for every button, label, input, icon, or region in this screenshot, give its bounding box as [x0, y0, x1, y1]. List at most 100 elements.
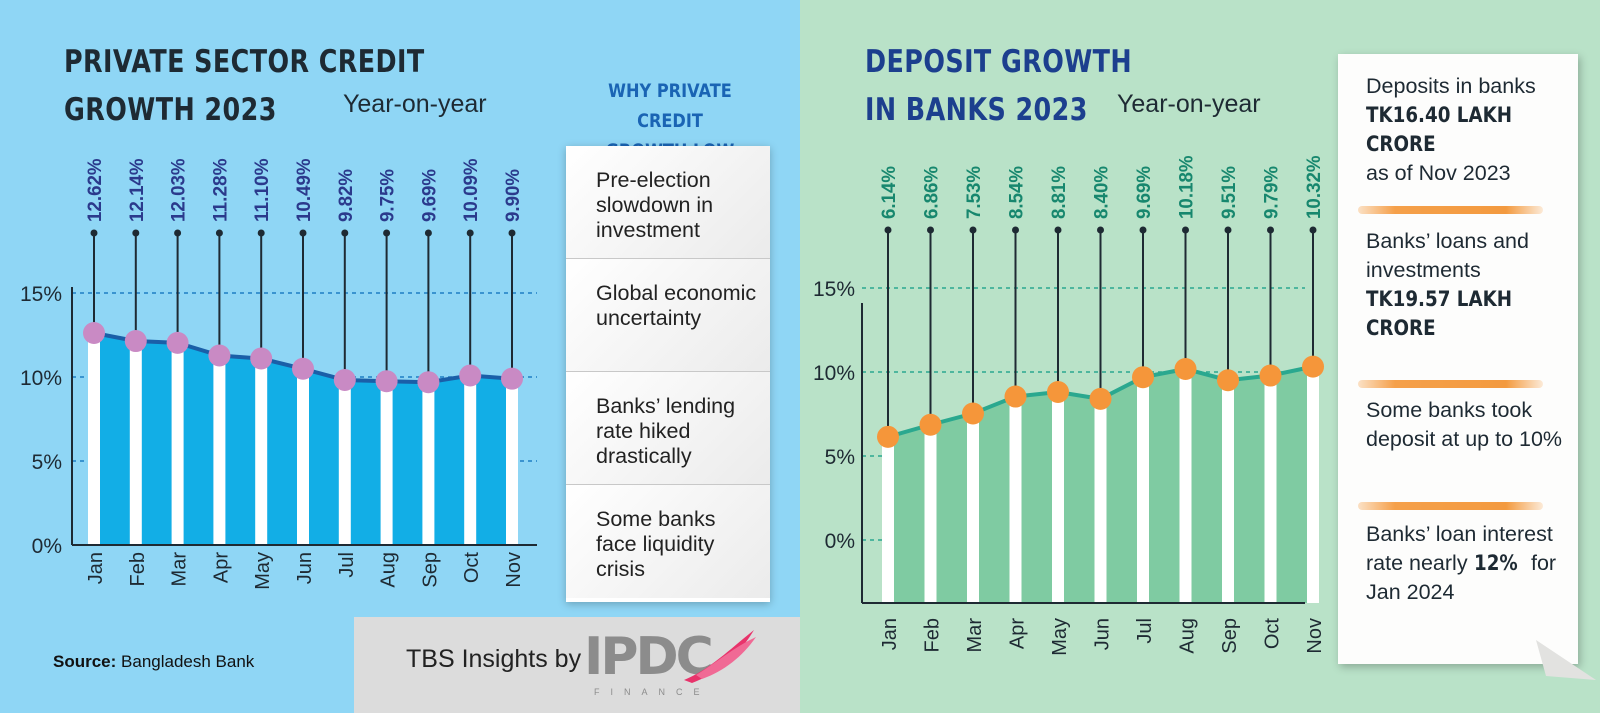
pin-dot [927, 226, 934, 234]
tbs-footer: TBS Insights by IPDC FINANCE [354, 617, 800, 713]
pin-dot [1224, 226, 1232, 234]
value-bar [924, 424, 937, 603]
credit-growth-chart: 0% 5% 10% 15% 12.62% Jan 12.14% Feb 12.03% Mar 11.… [20, 158, 537, 590]
pin-dot [1182, 226, 1189, 234]
pin-dot [424, 229, 432, 237]
fact-interest-rate: Banks’ loan interest rate nearly 12% for… [1366, 520, 1581, 607]
data-label: 10.49% [294, 158, 315, 222]
x-tick-label: Feb [922, 618, 944, 652]
fact-highlight: TK19.57 LAKH CRORE [1366, 287, 1513, 341]
data-point [1217, 369, 1239, 392]
y-tick-label: 10% [813, 362, 855, 385]
facts-card: Deposits in banks TK16.40 LAKH CRORE as … [1338, 54, 1596, 680]
x-tick-label: Feb [127, 552, 149, 586]
deposit-growth-chart: 0% 5% 10% 15% 6.14% Jan 6.86% Feb 7.53% Mar 8.54% A… [813, 155, 1326, 655]
data-point [919, 413, 942, 436]
fact-text: as of Nov 2023 [1366, 161, 1511, 185]
fact-text: Banks’ loan interest rate nearly [1366, 522, 1553, 575]
x-tick-label: Aug [378, 552, 400, 588]
data-label: 6.86% [922, 166, 943, 219]
pin-dot [299, 229, 307, 237]
value-bar [1094, 398, 1107, 603]
right-subtitle: Year-on-year [1117, 90, 1261, 118]
x-tick-label: Jul [336, 552, 358, 578]
value-bar [1009, 396, 1022, 603]
value-bar [464, 375, 477, 545]
value-bar [506, 378, 518, 545]
pin-dot [132, 229, 140, 237]
x-tick-label: Sep [1219, 618, 1241, 654]
value-bar [1264, 375, 1277, 603]
data-point [417, 371, 440, 394]
y-tick-label: 5% [825, 446, 855, 469]
x-tick-label: Apr [210, 552, 232, 583]
y-tick-label: 15% [20, 283, 62, 306]
pin-dot [1097, 226, 1104, 234]
brush-divider [1358, 502, 1543, 510]
fact-deposit-rate: Some banks took deposit at up to 10% [1366, 396, 1581, 454]
fact-deposits: Deposits in banks TK16.40 LAKH CRORE as … [1366, 72, 1581, 188]
value-bar [1222, 380, 1234, 603]
pin-dot [466, 229, 474, 237]
x-tick-label: May [1049, 618, 1071, 656]
ipdc-swoosh-icon [684, 630, 756, 683]
source-label: Source: [53, 652, 117, 671]
y-tick-label: 0% [825, 530, 855, 553]
fact-text: for Jan 2024 [1366, 551, 1557, 604]
data-label: 7.53% [964, 166, 985, 219]
page-curl-icon [1536, 640, 1596, 680]
data-label: 6.14% [879, 166, 900, 219]
left-title-line2: GROWTH 2023 [64, 92, 277, 128]
reasons-list: Pre-election slowdown in investment Glob… [566, 146, 770, 602]
x-tick-label: Mar [964, 618, 986, 653]
data-point [459, 364, 482, 387]
ipdc-logo-sub: FINANCE [594, 687, 711, 697]
reason-item: Pre-election slowdown in investment [566, 146, 770, 259]
data-label: 11.10% [252, 158, 273, 222]
value-bar [297, 368, 309, 545]
value-bar [338, 380, 351, 545]
fact-text: Banks’ loans and investments [1366, 229, 1529, 282]
value-bar [1307, 366, 1319, 603]
x-tick-label: Apr [1007, 618, 1029, 649]
fact-loans: Banks’ loans and investments TK19.57 LAK… [1366, 227, 1581, 343]
data-point [1004, 385, 1027, 408]
y-tick-label: 0% [32, 535, 62, 558]
value-bar [967, 413, 979, 603]
fact-text: Some banks took deposit at up to 10% [1366, 398, 1563, 451]
pin-dot [1012, 226, 1019, 234]
fact-highlight: 12% [1473, 551, 1518, 576]
pin-dot [1267, 226, 1274, 234]
data-label: 8.81% [1049, 166, 1070, 219]
data-label: 9.79% [1262, 166, 1283, 219]
data-point [962, 402, 984, 425]
value-bar [882, 436, 894, 603]
data-label: 9.75% [378, 169, 399, 222]
pin-dot [1309, 226, 1317, 234]
data-point [1089, 387, 1112, 410]
x-tick-label: Jan [879, 618, 901, 650]
x-tick-label: Mar [169, 552, 191, 587]
data-point [501, 367, 523, 390]
data-point [124, 330, 147, 353]
data-point [250, 347, 273, 370]
data-label: 10.09% [461, 158, 482, 222]
data-label: 8.54% [1007, 166, 1028, 219]
y-tick-label: 15% [813, 278, 855, 301]
data-point [292, 357, 314, 380]
pin-dot [1139, 226, 1147, 234]
right-title-line2: IN BANKS 2023 [865, 92, 1088, 128]
x-tick-label: Nov [503, 552, 525, 588]
pin-dot [90, 229, 98, 237]
pin-dot [174, 229, 182, 237]
pin-dot [1054, 226, 1062, 234]
x-tick-label: Jul [1134, 618, 1156, 644]
data-point [208, 344, 231, 367]
left-title-line1: PRIVATE SECTOR CREDIT [64, 44, 425, 80]
why-title-line1: WHY PRIVATE CREDIT [608, 80, 732, 132]
right-chart-title: DEPOSIT GROWTH IN BANKS 2023 [865, 38, 1132, 134]
pin-dot [969, 226, 977, 234]
pin-dot [257, 229, 265, 237]
data-point [375, 370, 398, 393]
